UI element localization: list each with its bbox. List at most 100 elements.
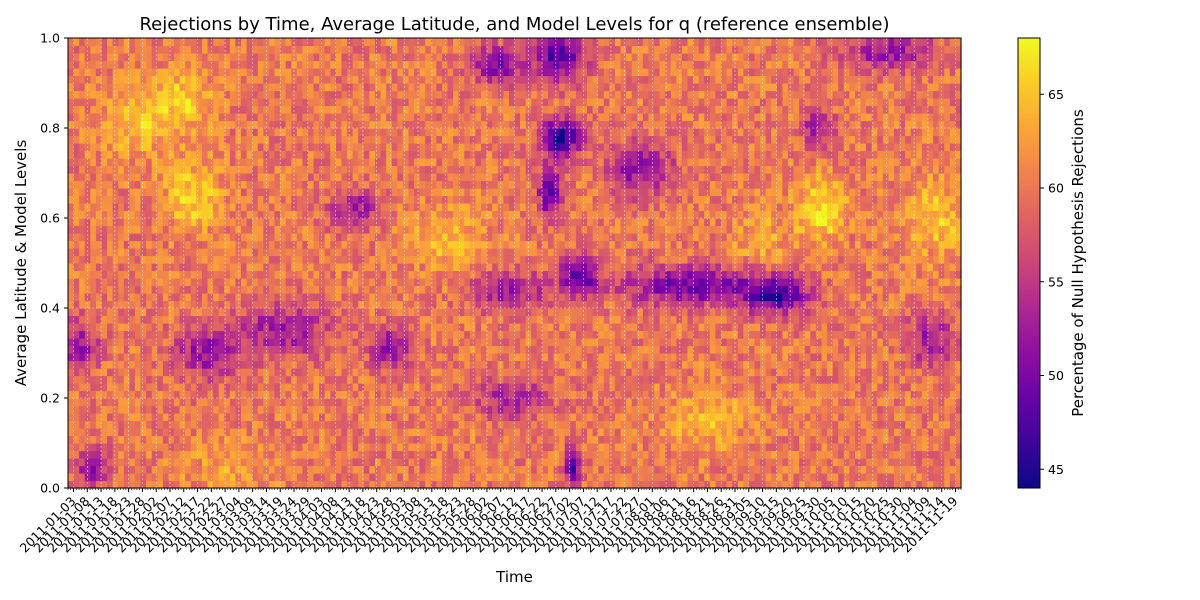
heatmap-cell (196, 360, 203, 369)
heatmap-cell (207, 240, 214, 249)
heatmap-cell (151, 165, 158, 174)
heatmap-cell (112, 300, 119, 309)
heatmap-cell (369, 458, 376, 467)
heatmap-cell (285, 293, 292, 302)
heatmap-cell (453, 405, 460, 414)
heatmap-cell (341, 458, 348, 467)
heatmap-cell (469, 480, 477, 489)
heatmap-cell (162, 83, 170, 92)
heatmap-cell (140, 173, 147, 182)
heatmap-cell (425, 158, 432, 167)
heatmap-cell (274, 458, 281, 467)
heatmap-cell (285, 413, 292, 422)
heatmap-cell (274, 113, 281, 122)
heatmap-cell (90, 435, 97, 444)
heatmap-cell (296, 443, 304, 452)
heatmap-cell (229, 210, 237, 219)
heatmap-cell (79, 443, 86, 452)
heatmap-cell (425, 450, 432, 459)
heatmap-cell (162, 225, 170, 234)
heatmap-cell (90, 248, 97, 257)
heatmap-cell (207, 443, 214, 452)
heatmap-cell (235, 458, 242, 467)
heatmap-cell (503, 98, 510, 107)
heatmap-cell (397, 60, 404, 69)
heatmap-cell (218, 390, 225, 399)
heatmap-cell (274, 480, 281, 489)
heatmap-cell (419, 240, 426, 249)
heatmap-cell (201, 240, 209, 249)
heatmap-cell (79, 435, 86, 444)
heatmap-cell (514, 113, 521, 122)
heatmap-cell (190, 188, 197, 197)
heatmap-cell (140, 443, 147, 452)
heatmap-cell (324, 218, 331, 227)
heatmap-cell (112, 338, 119, 347)
heatmap-cell (151, 255, 158, 264)
heatmap-cell (307, 360, 315, 369)
heatmap-cell (475, 465, 482, 474)
heatmap-cell (313, 210, 320, 219)
heatmap-cell (84, 360, 91, 369)
heatmap-cell (280, 315, 287, 324)
heatmap-cell (218, 398, 225, 407)
heatmap-cell (335, 165, 343, 174)
heatmap-cell (486, 473, 493, 482)
heatmap-cell (296, 165, 304, 174)
heatmap-cell (107, 480, 114, 489)
heatmap-cell (280, 143, 287, 152)
heatmap-cell (196, 210, 203, 219)
heatmap-cell (391, 323, 398, 332)
heatmap-cell (196, 173, 203, 182)
heatmap-cell (268, 188, 276, 197)
heatmap-cell (201, 458, 209, 467)
heatmap-cell (79, 68, 86, 77)
heatmap-cell (525, 225, 532, 234)
heatmap-cell (508, 330, 516, 339)
heatmap-cell (408, 233, 415, 242)
heatmap-cell (196, 188, 203, 197)
heatmap-cell (101, 368, 108, 377)
heatmap-cell (241, 240, 248, 249)
heatmap-cell (319, 458, 326, 467)
heatmap-cell (520, 105, 527, 114)
heatmap-cell (313, 45, 320, 54)
heatmap-cell (492, 315, 499, 324)
heatmap-cell (341, 150, 348, 159)
heatmap-cell (402, 195, 410, 204)
heatmap-cell (414, 188, 421, 197)
heatmap-cell (90, 255, 97, 264)
heatmap-cell (179, 218, 186, 227)
heatmap-cell (425, 270, 432, 279)
heatmap-cell (280, 60, 287, 69)
heatmap-cell (464, 435, 471, 444)
heatmap-cell (374, 233, 382, 242)
heatmap-cell (436, 435, 443, 444)
heatmap-cell (95, 323, 103, 332)
heatmap-cell (218, 128, 225, 137)
heatmap-cell (408, 300, 415, 309)
heatmap-cell (319, 278, 326, 287)
heatmap-cell (486, 195, 493, 204)
heatmap-cell (436, 458, 443, 467)
heatmap-cell (84, 368, 91, 377)
heatmap-cell (408, 210, 415, 219)
heatmap-cell (146, 285, 153, 294)
heatmap-cell (447, 405, 454, 414)
heatmap-cell (313, 398, 320, 407)
heatmap-cell (213, 345, 220, 354)
heatmap-cell (123, 420, 130, 429)
heatmap-cell (157, 98, 164, 107)
heatmap-cell (112, 255, 119, 264)
heatmap-cell (352, 233, 359, 242)
heatmap-cell (190, 285, 197, 294)
heatmap-cell (229, 120, 237, 129)
heatmap-cell (112, 98, 119, 107)
heatmap-cell (358, 458, 365, 467)
heatmap-cell (402, 308, 410, 317)
heatmap-cell (324, 293, 331, 302)
heatmap-cell (313, 120, 320, 129)
heatmap-cell (319, 180, 326, 189)
heatmap-cell (68, 248, 75, 257)
heatmap-cell (341, 68, 348, 77)
